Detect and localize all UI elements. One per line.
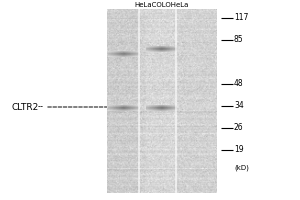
Text: CLTR2: CLTR2 <box>12 102 39 112</box>
Text: (kD): (kD) <box>234 165 249 171</box>
Text: 34: 34 <box>234 102 244 110</box>
Text: 48: 48 <box>234 79 244 88</box>
Text: HeLaCOLOHeLa: HeLaCOLOHeLa <box>134 2 188 8</box>
Text: 26: 26 <box>234 123 244 132</box>
Text: 85: 85 <box>234 36 244 45</box>
Text: --: -- <box>38 102 44 112</box>
Text: 19: 19 <box>234 146 244 154</box>
Text: 117: 117 <box>234 14 248 22</box>
